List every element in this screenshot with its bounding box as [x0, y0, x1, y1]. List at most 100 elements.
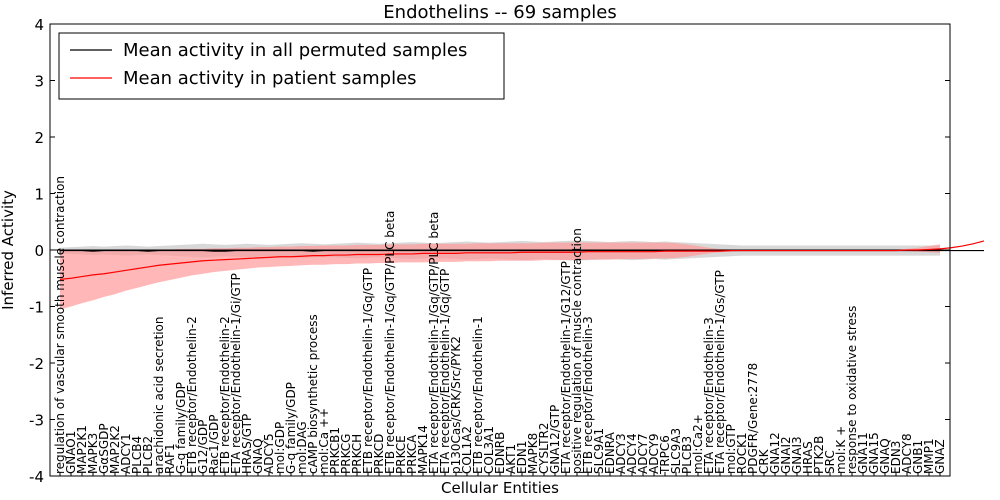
x-tick-label: G-q family/GDP: [284, 382, 298, 474]
x-tick-label: EDN1: [515, 441, 529, 474]
x-tick-label: EDN3: [889, 441, 903, 474]
x-tick-label: GNA12/GTP: [548, 405, 562, 474]
x-tick-label: MMP1: [922, 438, 936, 474]
x-tick-label: ETA receptor/Endothelin-1/Gq/GTP/PLC bet…: [427, 212, 441, 474]
x-tick-label: PLCB3: [680, 436, 694, 474]
x-tick-label: cAMP biosynthetic process: [306, 314, 320, 474]
x-tick-label: PLCB4: [130, 436, 144, 474]
x-tick-label: PRKCD: [372, 434, 386, 474]
y-ticks: -4 -3 -2 -1 0 1 2 3 4: [29, 16, 950, 486]
x-tick-label: ETB receptor/Endothelin-1: [471, 316, 485, 474]
x-tick-label: ETB receptor/Endothelin-2: [218, 316, 232, 474]
legend-label-permuted: Mean activity in all permuted samples: [123, 40, 467, 61]
x-tick-label: PRKCE: [394, 435, 408, 474]
x-tick-label: MAPK8: [526, 433, 540, 474]
x-tick-label: SLC9A1: [592, 428, 606, 474]
x-tick-label: GNAI3: [790, 436, 804, 474]
x-tick-label: p130Cas/CRK/Src/PYK2: [449, 336, 463, 474]
x-tick-label: GNA15: [867, 432, 881, 474]
x-tick-label: CRK: [757, 448, 771, 474]
x-tick-label: ADCY1: [119, 433, 133, 474]
patient-band: [60, 242, 940, 310]
y-tick-label: 4: [34, 16, 44, 34]
x-tick-label: GNA12: [768, 432, 782, 474]
x-tick-label: GNAI2: [779, 436, 793, 474]
x-tick-label: arachidonic acid secretion: [152, 317, 166, 474]
x-tick-label: positive regulation of muscle contractio…: [570, 228, 584, 474]
x-tick-label: ETB receptor/Endothelin-3: [581, 316, 595, 474]
patient-mean-line: [59, 240, 985, 280]
x-tick-label: ETB receptor/Endothelin-2: [185, 316, 199, 474]
y-tick-label: -3: [29, 412, 44, 430]
x-tick-label: mol:K +: [834, 426, 848, 474]
x-tick-label: ADCY3: [614, 433, 628, 474]
x-tick-label: ETB receptor/Endothelin-1/Gq/GTP: [361, 268, 375, 474]
legend-label-patient: Mean activity in patient samples: [123, 68, 417, 89]
x-tick-label: ROCK1: [735, 432, 749, 474]
x-tick-label: mol:Ca2+: [691, 414, 705, 474]
x-tick-label: GNAO1: [64, 431, 78, 474]
y-tick-label: 1: [34, 186, 44, 204]
x-tick-label: GNB1: [911, 440, 925, 474]
legend: Mean activity in all permuted samples Me…: [58, 32, 505, 100]
x-tick-label: ETA receptor/Endothelin-3: [702, 317, 716, 474]
x-tick-label: G-q family/GDP: [174, 382, 188, 474]
x-tick-label: PRKCH: [350, 434, 364, 474]
chart-title: Endothelins -- 69 samples: [383, 2, 616, 23]
x-tick-label: PRKCG: [339, 434, 353, 474]
x-tick-label: GNAQ: [251, 438, 265, 474]
x-tick-label: mol:GTP: [724, 424, 738, 474]
x-tick-label: MAP2K1: [75, 425, 89, 474]
x-tick-label: GNA11: [856, 432, 870, 474]
x-tick-label: ADCY8: [900, 433, 914, 474]
y-tick-label: -1: [29, 299, 44, 317]
x-tick-label: ADCY4: [625, 433, 639, 474]
x-tick-label: mol:DAG: [295, 421, 309, 474]
x-tick-label: mol:GDP: [273, 422, 287, 474]
x-tick-label: response to oxidative stress: [845, 306, 859, 474]
x-tick-label: PLCB2: [141, 436, 155, 474]
x-tick-labels: regulation of vascular smooth muscle con…: [53, 176, 947, 476]
x-tick-label: SRC: [823, 450, 837, 474]
y-tick-label: -4: [29, 468, 44, 486]
x-tick-label: PRKCB1: [328, 427, 342, 474]
mean-lines: [50, 240, 985, 280]
x-tick-label: ETA receptor/Endothelin-1/G12/GTP: [559, 261, 573, 474]
x-tick-label: ETA receptor/Endothelin-1/Gs/GTP: [713, 270, 727, 474]
x-tick-label: COL1A2: [460, 426, 474, 474]
x-tick-label: GNAZ: [933, 439, 947, 474]
x-tick-label: G12/GDP: [196, 420, 210, 474]
x-tick-label: MAPK3: [86, 433, 100, 474]
x-tick-label: HRAS: [801, 441, 815, 474]
x-tick-label: ADCY9: [647, 433, 661, 474]
x-axis-label: Cellular Entities: [441, 479, 559, 497]
x-tick-label: ETA receptor/Endothelin-1/Gi/GTP: [229, 273, 243, 474]
y-tick-label: 3: [34, 73, 44, 91]
x-tick-label: EDNRB: [493, 432, 507, 474]
x-tick-label: COL3A1: [482, 426, 496, 474]
x-tick-label: GNAQ: [878, 438, 892, 474]
x-tick-label: regulation of vascular smooth muscle con…: [53, 176, 67, 474]
x-tick-label: ADCY7: [636, 433, 650, 474]
x-tick-label: HRAS/GTP: [240, 414, 254, 474]
x-tick-label: PRKCA: [405, 434, 419, 474]
x-tick-label: SLC9A3: [669, 428, 683, 474]
plot-frame: [49, 23, 951, 477]
x-tick-label: RAF1: [163, 443, 177, 474]
y-tick-label: 0: [34, 242, 44, 260]
x-tick-label: PDGFR/Gene:2778: [746, 363, 760, 474]
x-tick-label: TRPC6: [658, 435, 672, 475]
x-tick-label: PTK2B: [812, 436, 826, 474]
x-tick-label: CYSLTR2: [537, 423, 551, 474]
x-tick-label: ETA receptor/Endothelin-1/Gq/GTP: [438, 269, 452, 474]
x-tick-label: GαSGDP: [97, 423, 111, 474]
x-tick-label: AKT1: [504, 444, 518, 474]
x-tick-label: MAP2K2: [108, 425, 122, 474]
y-tick-label: 2: [34, 129, 44, 147]
y-tick-label: -2: [29, 355, 44, 373]
x-tick-label: ADCY5: [262, 433, 276, 474]
x-tick-label: MAPK14: [416, 425, 430, 474]
legend-box: [58, 32, 505, 100]
y-axis-label: Inferred Activity: [0, 190, 17, 310]
